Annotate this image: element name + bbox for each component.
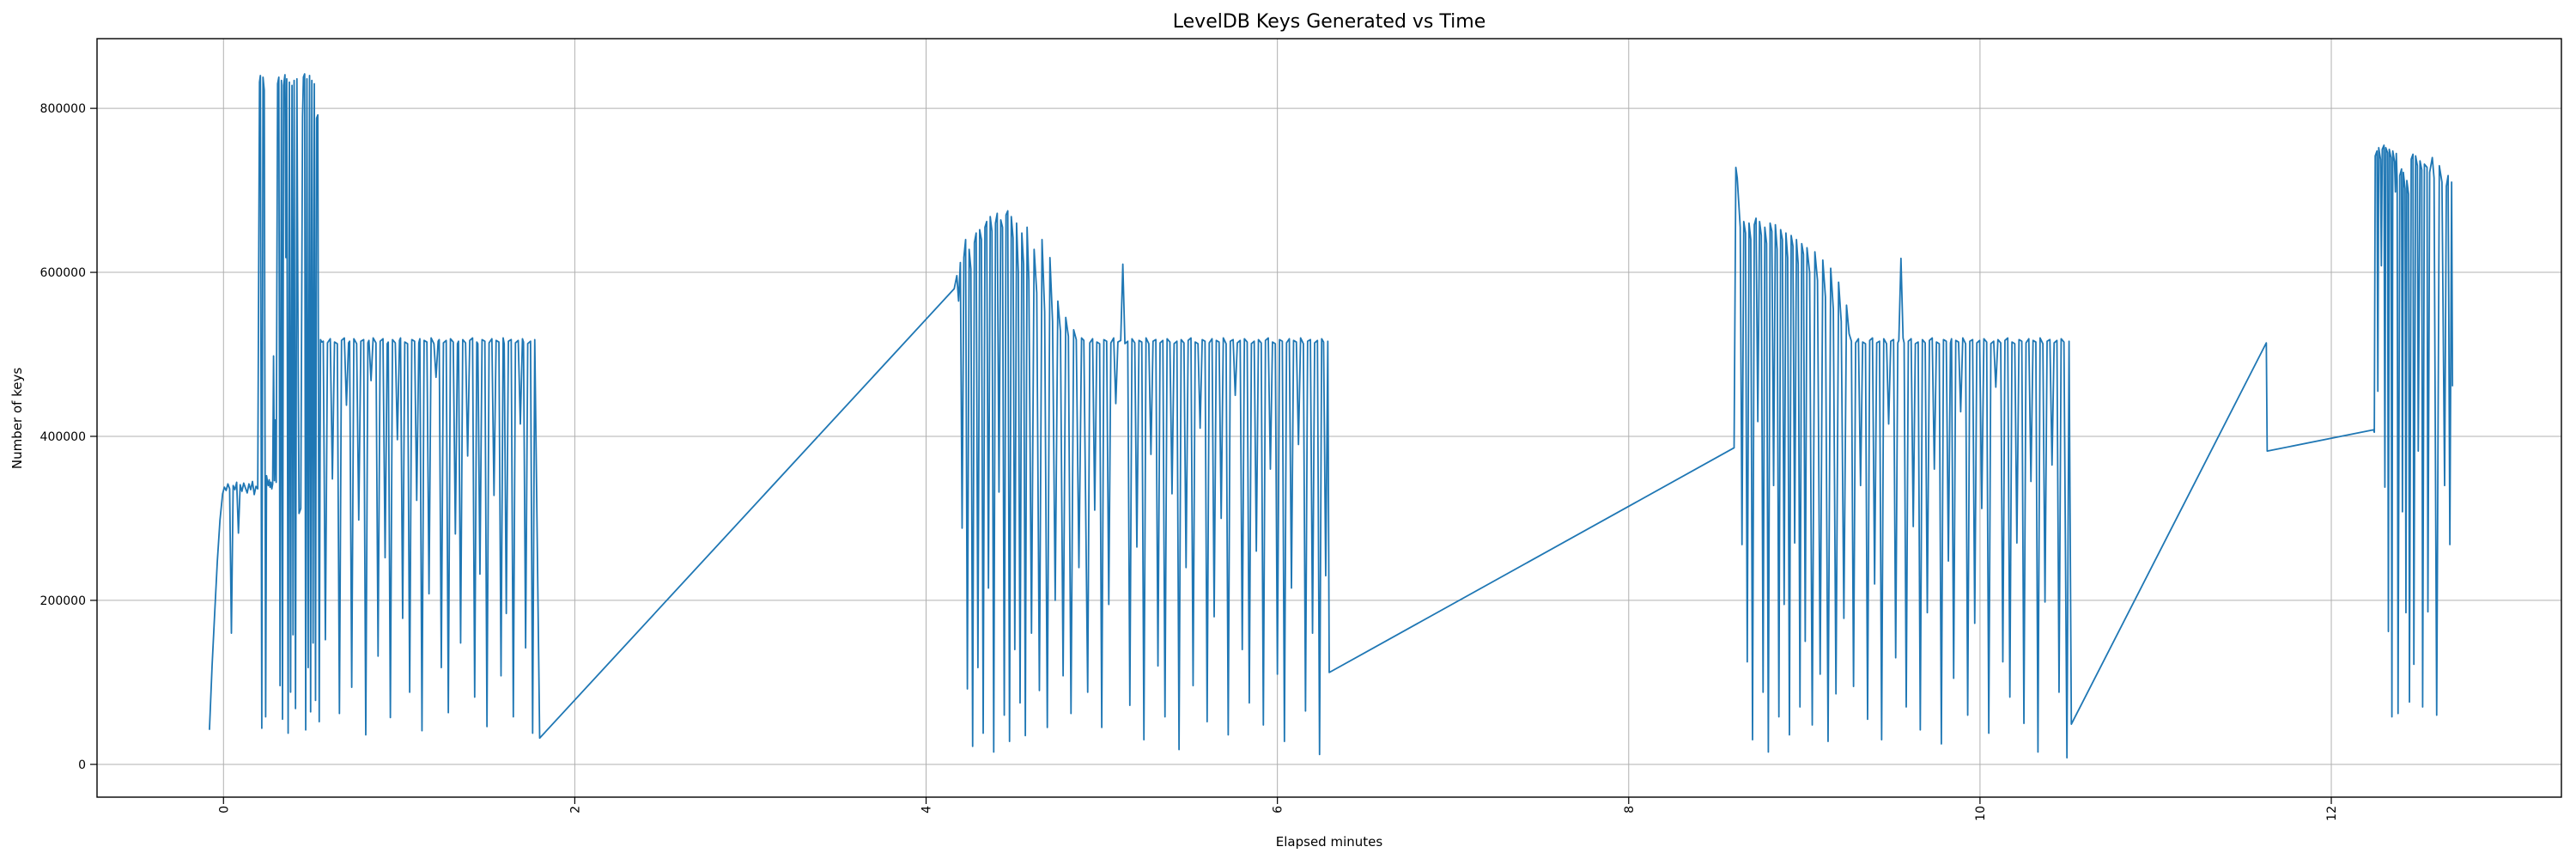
data-series bbox=[209, 73, 2454, 759]
y-tick-label-800000: 800000 bbox=[40, 102, 86, 116]
y-tick-label-200000: 200000 bbox=[40, 594, 86, 608]
y-axis-label: Number of keys bbox=[9, 368, 25, 470]
y-tick-labels: 0 200000 400000 600000 800000 bbox=[40, 102, 86, 772]
x-axis-label: Elapsed minutes bbox=[1276, 834, 1383, 850]
x-tick-label-0: 0 bbox=[217, 806, 231, 813]
x-tick-label-8: 8 bbox=[1623, 806, 1637, 813]
y-tick-label-400000: 400000 bbox=[40, 430, 86, 444]
x-tick-labels: 0 2 4 6 8 10 12 bbox=[217, 806, 2339, 821]
axis-ticks bbox=[90, 107, 2332, 804]
x-tick-label-2: 2 bbox=[568, 806, 582, 813]
y-tick-label-0: 0 bbox=[78, 758, 86, 772]
x-tick-label-6: 6 bbox=[1272, 806, 1285, 813]
chart-title: LevelDB Keys Generated vs Time bbox=[1173, 11, 1485, 33]
x-tick-label-4: 4 bbox=[920, 806, 934, 813]
y-tick-label-600000: 600000 bbox=[40, 266, 86, 280]
x-tick-label-12: 12 bbox=[2325, 806, 2339, 821]
axes-spines bbox=[96, 38, 2562, 798]
x-tick-label-10: 10 bbox=[1974, 806, 1988, 821]
